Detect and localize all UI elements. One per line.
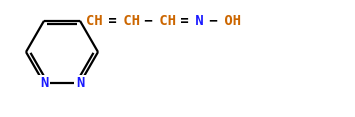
Text: CH: CH xyxy=(115,14,140,28)
Text: N: N xyxy=(187,14,203,28)
Text: N: N xyxy=(40,76,48,90)
Text: −: − xyxy=(136,14,153,28)
Text: OH: OH xyxy=(215,14,241,28)
Text: N: N xyxy=(76,76,84,90)
Text: CH: CH xyxy=(86,14,103,28)
Text: =: = xyxy=(173,14,189,28)
Text: CH: CH xyxy=(151,14,176,28)
Text: −: − xyxy=(201,14,218,28)
Text: =: = xyxy=(100,14,117,28)
